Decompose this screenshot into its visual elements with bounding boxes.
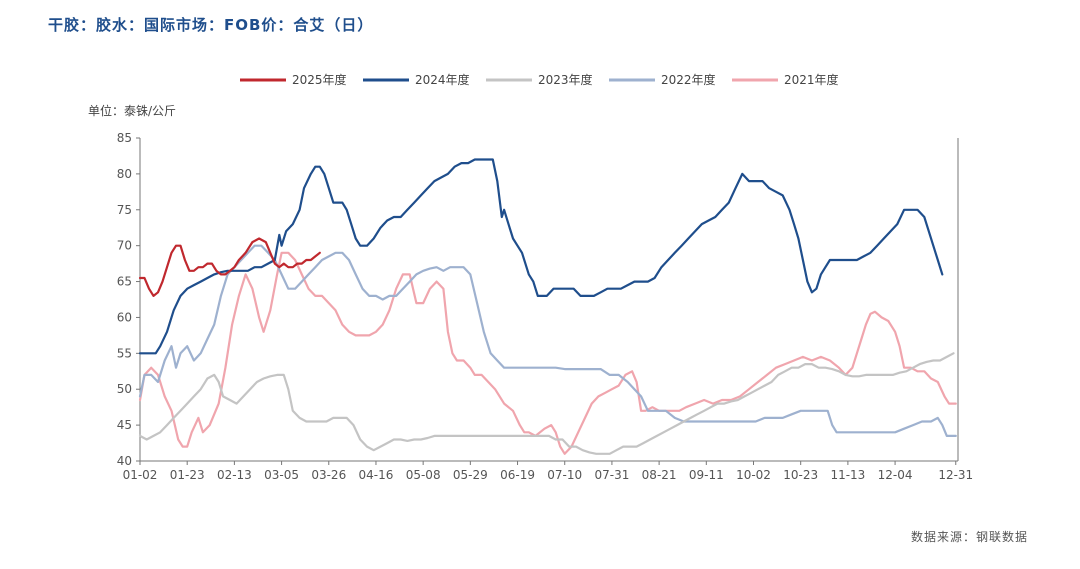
x-tick-label: 12-31 [938, 468, 973, 482]
series-line-2023年度 [138, 352, 955, 455]
x-tick-label: 01-23 [170, 468, 205, 482]
legend-label: 2025年度 [292, 72, 347, 87]
x-tick-label: 10-23 [783, 468, 818, 482]
x-tick-label: 01-02 [123, 468, 158, 482]
y-axis-unit-label: 单位：泰铢/公斤 [88, 104, 177, 118]
chart-series-lines [138, 158, 957, 455]
x-tick-label: 04-16 [359, 468, 394, 482]
y-tick-label: 55 [117, 346, 132, 360]
x-tick-label: 07-10 [547, 468, 582, 482]
data-source-note: 数据来源：钢联数据 [910, 530, 1028, 544]
x-tick-label: 05-08 [406, 468, 441, 482]
x-tick-label: 06-19 [500, 468, 535, 482]
y-tick-label: 45 [117, 418, 132, 432]
y-tick-label: 70 [117, 239, 132, 253]
y-tick-label: 65 [117, 275, 132, 289]
x-tick-label: 11-13 [830, 468, 865, 482]
x-tick-label: 03-05 [264, 468, 299, 482]
series-line-2025年度 [138, 237, 321, 297]
chart-title: 干胶：胶水：国际市场：FOB价：合艾（日） [48, 16, 374, 34]
x-tick-label: 09-11 [689, 468, 724, 482]
x-tick-label: 12-04 [878, 468, 913, 482]
y-tick-label: 60 [117, 310, 132, 324]
legend-label: 2023年度 [538, 72, 593, 87]
legend-label: 2021年度 [784, 72, 839, 87]
x-tick-label: 08-21 [642, 468, 677, 482]
x-tick-label: 10-02 [736, 468, 771, 482]
x-tick-label: 07-31 [594, 468, 629, 482]
x-tick-label: 05-29 [453, 468, 488, 482]
y-tick-label: 50 [117, 382, 132, 396]
series-line-2022年度 [138, 244, 957, 437]
chart-axes: 40 45 50 55 60 65 70 75 80 85 01-02 01-23 02-13 03-05… [117, 131, 973, 482]
y-tick-label: 75 [117, 203, 132, 217]
series-line-2024年度 [138, 158, 944, 355]
y-tick-label: 80 [117, 167, 132, 181]
chart-legend: 2025年度 2024年度 2023年度 2022年度 2021年度 [240, 72, 839, 87]
y-tick-label: 85 [117, 131, 132, 145]
y-tick-label: 40 [117, 454, 132, 468]
series-line-2021年度 [138, 251, 957, 455]
x-tick-label: 03-26 [311, 468, 346, 482]
x-tick-label: 02-13 [217, 468, 252, 482]
legend-label: 2022年度 [661, 72, 716, 87]
legend-label: 2024年度 [415, 72, 470, 87]
